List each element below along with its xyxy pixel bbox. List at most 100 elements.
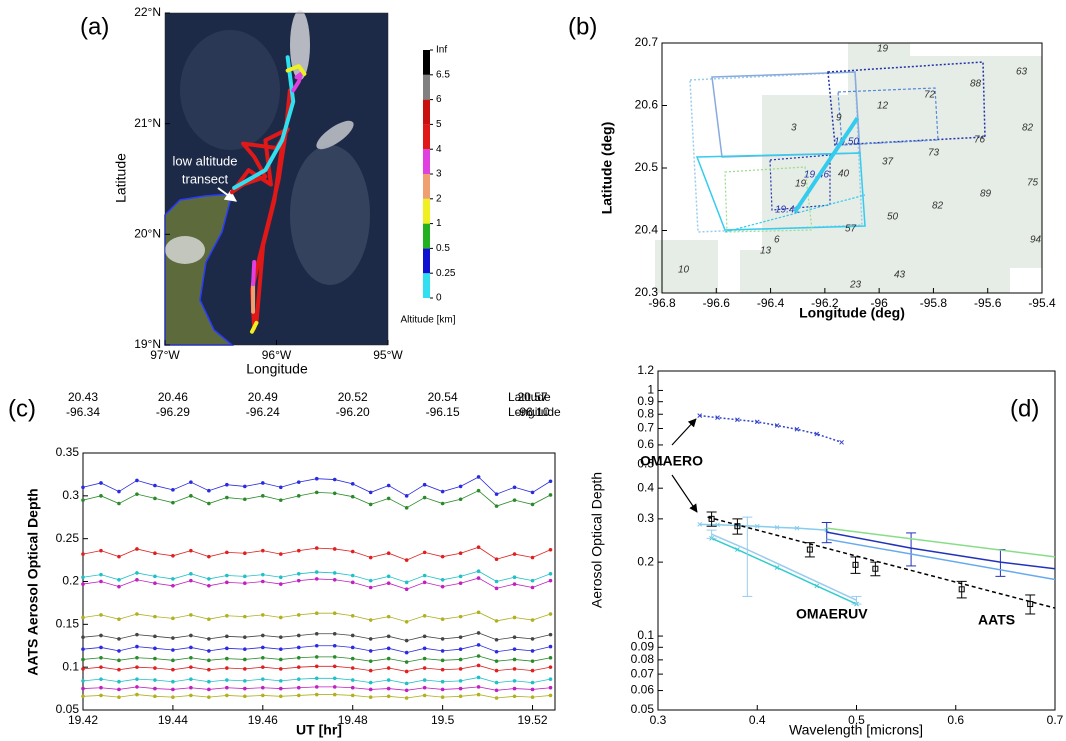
point: [476, 475, 481, 479]
point: [530, 695, 535, 699]
point: [494, 492, 499, 496]
point: [368, 490, 373, 495]
pixel-label: 82: [1022, 123, 1034, 134]
point: [153, 551, 157, 556]
point: [225, 685, 229, 690]
x-axis-label: Wavelength [microns]: [789, 722, 923, 738]
point: [548, 632, 553, 637]
point: [350, 494, 355, 499]
point: [117, 695, 121, 699]
y-tick-label: 0.35: [56, 445, 80, 459]
point: [872, 565, 879, 572]
point: [261, 665, 265, 669]
point: [225, 693, 229, 698]
point: [440, 658, 445, 663]
point: [422, 550, 427, 555]
pixel-label: 72: [924, 90, 936, 101]
point: [261, 613, 265, 617]
top-tick-label: 20.43: [68, 390, 98, 404]
point: [99, 665, 103, 669]
point: [806, 546, 813, 553]
point: [135, 547, 139, 551]
pixel-labels: 19 88 63 72 12 3 9 82 19.50 76 73 37 40 …: [678, 44, 1042, 291]
y-tick-label: 19°N: [134, 337, 161, 351]
point: [117, 679, 121, 684]
x-tick-label: 19.48: [338, 713, 368, 727]
point: [81, 498, 85, 502]
point: [350, 633, 355, 638]
point: [314, 685, 319, 689]
point: [530, 585, 535, 590]
point: [404, 660, 409, 664]
point: [548, 693, 553, 698]
point: [422, 693, 427, 698]
point: [153, 574, 157, 579]
point: [512, 485, 517, 490]
flight-track: [249, 320, 259, 334]
point: [153, 678, 157, 682]
point: [368, 555, 373, 560]
point: [189, 613, 193, 617]
point: [296, 571, 301, 576]
point: [404, 494, 409, 498]
point: [189, 494, 193, 498]
point: [225, 646, 229, 651]
point: [404, 669, 409, 674]
point: [296, 665, 301, 669]
y-axis-label: Aerosol Optical Depth: [589, 472, 605, 608]
point: [735, 547, 740, 552]
point: [476, 610, 481, 615]
panel-label: (b): [568, 13, 597, 40]
point: [404, 580, 409, 585]
point: [350, 573, 355, 578]
point: [278, 686, 283, 691]
point: [189, 633, 193, 638]
point: [153, 694, 157, 699]
point: [512, 498, 517, 502]
point: [332, 643, 337, 648]
point: [530, 680, 535, 685]
point: [350, 613, 355, 618]
top-tick-label: -96.15: [426, 405, 460, 419]
point: [117, 687, 121, 692]
annotation: low altitude: [172, 153, 237, 168]
point: [314, 611, 319, 615]
point: [189, 677, 193, 681]
point: [404, 650, 409, 655]
pixel-label: 19: [795, 179, 807, 190]
point: [243, 647, 247, 651]
point: [207, 554, 211, 559]
point: [99, 548, 103, 553]
y-tick-label: 0.25: [56, 531, 80, 545]
point: [458, 614, 463, 619]
point: [261, 572, 265, 577]
point: [512, 582, 517, 586]
point: [261, 685, 265, 690]
y-tick-label: 0.1: [62, 659, 79, 673]
point: [153, 656, 157, 661]
y-tick-label: 0.2: [637, 554, 654, 568]
x-tick-label: -96.6: [703, 296, 731, 310]
point: [512, 686, 517, 691]
point: [350, 666, 355, 670]
y-tick-label: 0.08: [631, 652, 655, 666]
point: [99, 494, 103, 498]
point: [278, 582, 283, 586]
annotation-arrow: [671, 474, 698, 513]
top-tick-label: 20.54: [428, 390, 458, 404]
point: [261, 633, 265, 638]
colorbar-segment: [423, 248, 430, 274]
point: [278, 679, 283, 683]
point: [350, 645, 355, 650]
point: [99, 677, 103, 681]
point: [404, 688, 409, 693]
y-tick-label: 0.05: [56, 702, 80, 716]
y-tick-label: 0.15: [56, 617, 80, 631]
point: [189, 578, 193, 583]
point: [261, 693, 265, 698]
point: [207, 687, 211, 692]
point: [261, 677, 265, 681]
pixel-label: 63: [1016, 67, 1028, 78]
point: [368, 637, 373, 641]
flight-track: [232, 55, 296, 190]
